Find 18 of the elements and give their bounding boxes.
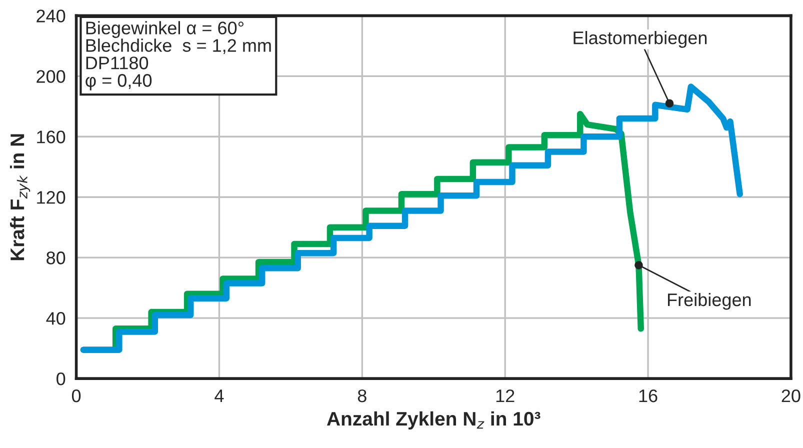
y-tick-label: 200 bbox=[36, 70, 66, 83]
x-tick-label: 16 bbox=[639, 389, 658, 402]
annotation: Biegewinkel α = 60° Blechdicke s = 1,2 mm DP1180 φ = 0,40 bbox=[86, 21, 271, 90]
y-tick-label: 0 bbox=[56, 372, 66, 386]
y-tick-label: 40 bbox=[46, 312, 66, 325]
x-tick-label: 8 bbox=[358, 389, 366, 402]
x-tick-label: 4 bbox=[214, 390, 224, 402]
y-tick-label: 120 bbox=[37, 191, 66, 204]
x-axis-title: Anzahl Zyklen N$_{z}$ in 10³ bbox=[326, 411, 540, 430]
annotation: Elastomerbiegen bbox=[574, 30, 707, 48]
x-tick-label: 12 bbox=[496, 389, 514, 402]
y-tick-label: 160 bbox=[37, 130, 66, 144]
annotation: Freibiegen bbox=[668, 292, 751, 310]
x-tick-label: 20 bbox=[782, 389, 800, 402]
y-tick-label: 240 bbox=[36, 10, 66, 22]
y-axis-title: Kraft F$_{zyk}$ in N bbox=[10, 134, 30, 260]
y-tick-label: 80 bbox=[46, 252, 66, 264]
x-tick-label: 0 bbox=[72, 389, 81, 402]
